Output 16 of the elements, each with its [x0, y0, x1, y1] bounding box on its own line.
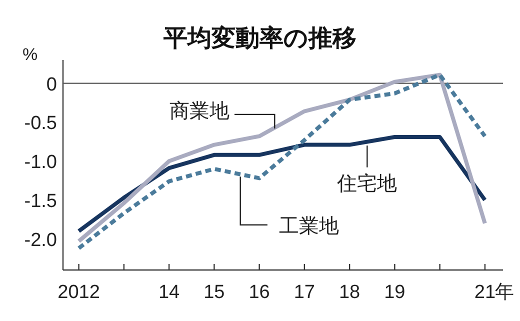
ylabel: % — [22, 45, 38, 64]
y-tick-label: -1.5 — [24, 191, 57, 212]
xlabel: 年 — [494, 282, 514, 303]
x-tick-label: 14 — [158, 282, 180, 303]
x-tick-label: 18 — [338, 282, 360, 303]
title: 平均変動率の推移 — [164, 25, 356, 52]
y-tick-label: 0 — [46, 74, 57, 96]
x-tick-label: 19 — [384, 282, 406, 303]
y-tick-label: -0.5 — [24, 113, 57, 134]
x-tick-label: 15 — [204, 282, 225, 303]
x-tick-label: 17 — [294, 282, 316, 303]
y-tick-label: -2.0 — [24, 230, 57, 251]
x-tick-label: 21 — [474, 282, 496, 303]
y-tick-label: -1.0 — [24, 152, 57, 174]
x-tick-label: 16 — [248, 282, 270, 303]
x-tick-label: 2012 — [58, 282, 100, 303]
